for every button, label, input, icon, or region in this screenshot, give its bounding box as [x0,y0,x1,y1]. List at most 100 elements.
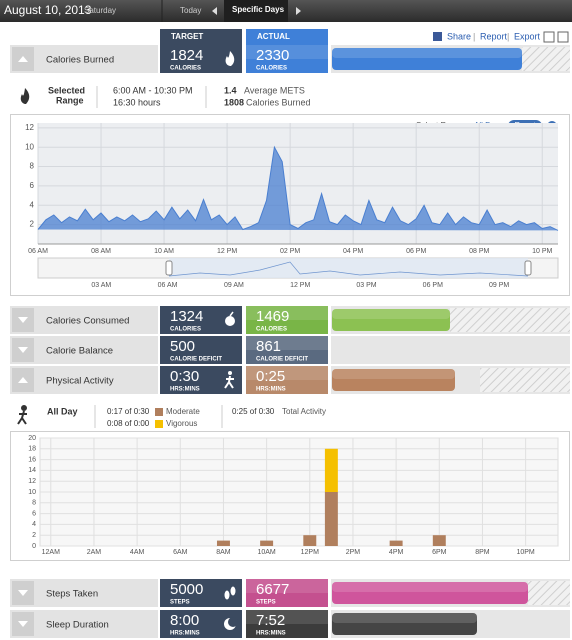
vigorous-time: 0:08 of 0:00 [107,419,150,428]
x-tick-label: 08 AM [91,248,111,255]
toggle-arrow [18,347,28,353]
link[interactable]: Share [447,31,471,41]
x-tick-label: 2AM [87,549,102,556]
x-tick-label: 2PM [346,549,361,556]
toggle-arrow [18,590,28,596]
link[interactable]: Export [514,31,541,41]
actual-unit: STEPS [256,600,276,606]
range-title: Range [56,95,84,105]
row-label: Calorie Balance [46,346,113,357]
range-handle[interactable] [524,260,532,276]
active-tab[interactable] [224,0,288,22]
walker-icon [17,405,27,425]
actual-shine [246,579,328,593]
actual-shine [246,366,328,380]
tab[interactable]: Specific Days [232,5,285,14]
link[interactable]: Report [480,31,508,41]
tab[interactable]: Today [180,6,201,15]
bar-segment [389,540,403,546]
row-label-bg [10,366,158,394]
x-tick-label: 08 PM [469,248,489,255]
range-handle[interactable] [165,260,173,276]
x-tick-label: 4AM [130,549,145,556]
y-tick-label: 10 [28,489,36,496]
target-value: 0:30 [170,368,199,385]
bar-segment [324,492,338,546]
target-zone [450,308,570,332]
target-zone [522,47,570,71]
actual-unit: CALORIES [256,327,287,333]
row-label-bg [10,306,158,334]
navigator-trace [168,261,529,277]
x-tick-label: 06 AM [28,248,48,255]
actual-unit: CALORIES [256,66,287,72]
dropdown[interactable] [557,31,569,43]
walker-body [224,375,234,389]
progress-shine [332,369,455,379]
row-label: Physical Activity [46,376,114,387]
x-tick-label: 12PM [301,549,319,556]
row-label-bg [10,610,158,638]
toggle-arrow [18,317,28,323]
actual-value: 1469 [256,308,289,325]
x-tick-label: 04 PM [343,248,363,255]
actual-box [246,579,328,607]
bar-segment [432,535,446,546]
toggle-arrow [18,621,28,627]
y-tick-label: 10 [25,142,34,151]
y-tick-label: 12 [28,478,36,485]
toggle-arrow [18,377,28,383]
target-zone [480,368,570,392]
range-duration: 16:30 hours [113,97,161,107]
toggle-arrow [18,56,28,62]
total-time: 0:25 of 0:30 [232,407,275,416]
actual-value: 2330 [256,47,289,64]
y-tick-label: 12 [25,123,34,132]
actual-value: 861 [256,338,281,355]
next-arrow[interactable] [296,7,301,15]
target-value: 1824 [170,47,203,64]
bar-segment [303,535,317,546]
calories-label: Calories Burned [246,97,311,107]
calories-value: 1808 [224,97,244,107]
legend-label: Moderate [166,407,200,416]
apple-icon [225,316,235,326]
moderate-time: 0:17 of 0:30 [107,407,150,416]
date: August 10, 2013 [4,3,92,17]
row-label-bg [10,336,158,364]
x-tick-label: 12AM [42,549,60,556]
progress-bar [332,613,477,635]
flame-icon [225,51,235,66]
row-label: Steps Taken [46,589,98,600]
progress-shine [332,582,528,592]
prev-arrow[interactable] [212,7,217,15]
share-icon[interactable] [433,32,442,41]
x-tick-label: 06 PM [406,248,426,255]
bar-segment [260,540,274,546]
x-tick-label: 10 AM [154,248,174,255]
progress-bar [332,309,450,331]
range-time: 6:00 AM - 10:30 PM [113,85,193,95]
weekday: Saturday [84,6,116,15]
target-unit: HRS:MINS [170,631,200,637]
y-tick-label: 14 [28,467,36,474]
y-tick-label: 4 [30,200,35,209]
target-unit: STEPS [170,600,190,606]
x-tick-label: 10AM [257,549,275,556]
navigator-label: 06 AM [158,282,178,289]
mets-area [37,145,559,231]
bar-segment [216,540,230,546]
progress-track [331,336,570,364]
separator: | [507,31,509,41]
foot-icon [224,590,230,600]
row-label-bg [10,45,158,73]
actual-box [246,336,328,364]
x-tick-label: 6AM [173,549,188,556]
actual-unit: HRS:MINS [256,387,286,393]
actual-box [246,45,328,73]
flame-icon [20,88,30,104]
actual-unit: CALORIE DEFICIT [256,357,308,363]
dropdown[interactable] [543,31,555,43]
target-tab [160,29,242,46]
column-label: TARGET [171,32,203,41]
